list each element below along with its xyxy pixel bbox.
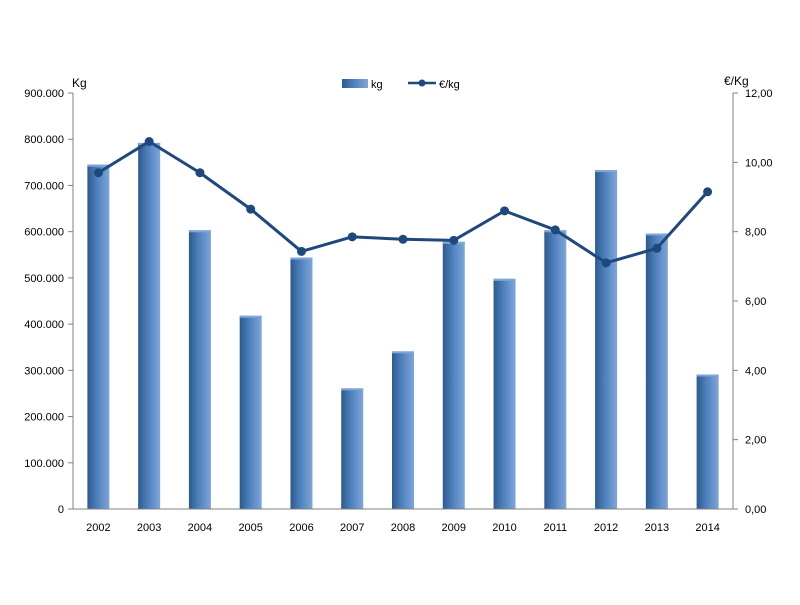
bar-body [696,374,719,509]
left-axis-ticks: 0 100.000 200.000 300.000 400.000 500.000 600.… [24,88,73,516]
bar-top [341,388,364,391]
right-tick-label: 8,00 [745,227,766,239]
line-point [703,187,713,197]
right-tick-label: 6,00 [745,296,766,308]
bar [290,257,313,509]
line-point [601,258,611,268]
bar [341,388,364,509]
left-tick-label: 600.000 [24,227,64,239]
x-tick-label: 2002 [86,522,110,534]
left-tick-label: 200.000 [24,412,64,424]
right-tick-label: 2,00 [745,435,766,447]
x-axis-labels: 2002 2003 2004 2005 2006 2007 2008 2009 2010 2011… [86,522,720,534]
bar [493,278,516,509]
x-tick-label: 2005 [238,522,262,534]
bar-body [188,230,211,509]
legend-bar-swatch [342,79,368,88]
x-tick-label: 2003 [137,522,161,534]
line-point [195,168,205,178]
legend-line-label: €/kg [439,79,460,91]
bar-series [87,142,719,510]
bar-body [290,257,313,509]
legend-bar-label: kg [371,79,383,91]
bar-body [341,388,364,509]
right-axis-ticks: 0,00 2,00 4,00 6,00 8,00 10,00 12,00 [733,88,773,516]
x-tick-label: 2012 [594,522,618,534]
bar-top [239,315,262,318]
bar [544,230,567,509]
bar-top [595,170,618,173]
line-point [449,235,459,245]
right-tick-label: 12,00 [745,88,773,100]
x-tick-label: 2013 [645,522,669,534]
bar [696,374,719,509]
bar-body [544,230,567,509]
legend-line-marker [418,79,426,87]
bar-body [645,233,668,509]
x-tick-label: 2010 [492,522,516,534]
bar [595,170,618,510]
legend: kg €/kg [342,79,460,91]
line-series [93,137,713,268]
bar [188,230,211,509]
left-tick-label: 500.000 [24,273,64,285]
bar-body [87,164,110,509]
left-tick-label: 700.000 [24,180,64,192]
bar-body [239,315,262,509]
bar-body [595,170,618,510]
bar-body [138,142,161,510]
bar [392,351,414,509]
bar-top [392,351,414,354]
left-tick-label: 400.000 [24,319,64,331]
x-tick-label: 2011 [543,522,567,534]
x-tick-label: 2006 [289,522,313,534]
right-tick-label: 0,00 [745,504,766,516]
line-point [296,246,306,256]
bar-top [290,257,313,260]
right-tick-label: 10,00 [745,157,773,169]
bar-body [392,351,414,509]
line-point [550,225,560,235]
bar-top [87,164,110,167]
left-tick-label: 800.000 [24,134,64,146]
bar [239,315,262,509]
left-tick-label: 0 [58,504,64,516]
bar [645,233,668,509]
bar-top [696,374,719,377]
left-tick-label: 100.000 [24,458,64,470]
bar-top [188,230,211,233]
axes [72,93,734,510]
left-axis-title: Kg [72,76,87,90]
bar [442,241,465,509]
bar [87,164,110,509]
line-point [500,206,510,216]
x-tick-label: 2014 [695,522,719,534]
left-tick-label: 300.000 [24,365,64,377]
line-point [347,232,357,242]
x-tick-label: 2007 [340,522,364,534]
line-point [398,234,408,244]
line-point [246,204,256,214]
right-axis-title: €/Kg [724,74,749,88]
line-point [93,168,103,178]
bar-body [493,278,516,509]
bar [138,142,161,510]
x-tick-label: 2004 [188,522,212,534]
x-tick-label: 2009 [442,522,466,534]
line-point [652,243,662,253]
x-tick-label: 2008 [391,522,415,534]
right-tick-label: 4,00 [745,365,766,377]
bar-top [645,233,668,236]
left-tick-label: 900.000 [24,88,64,100]
bar-top [493,278,516,281]
line-point [144,137,154,147]
bar-body [442,241,465,509]
